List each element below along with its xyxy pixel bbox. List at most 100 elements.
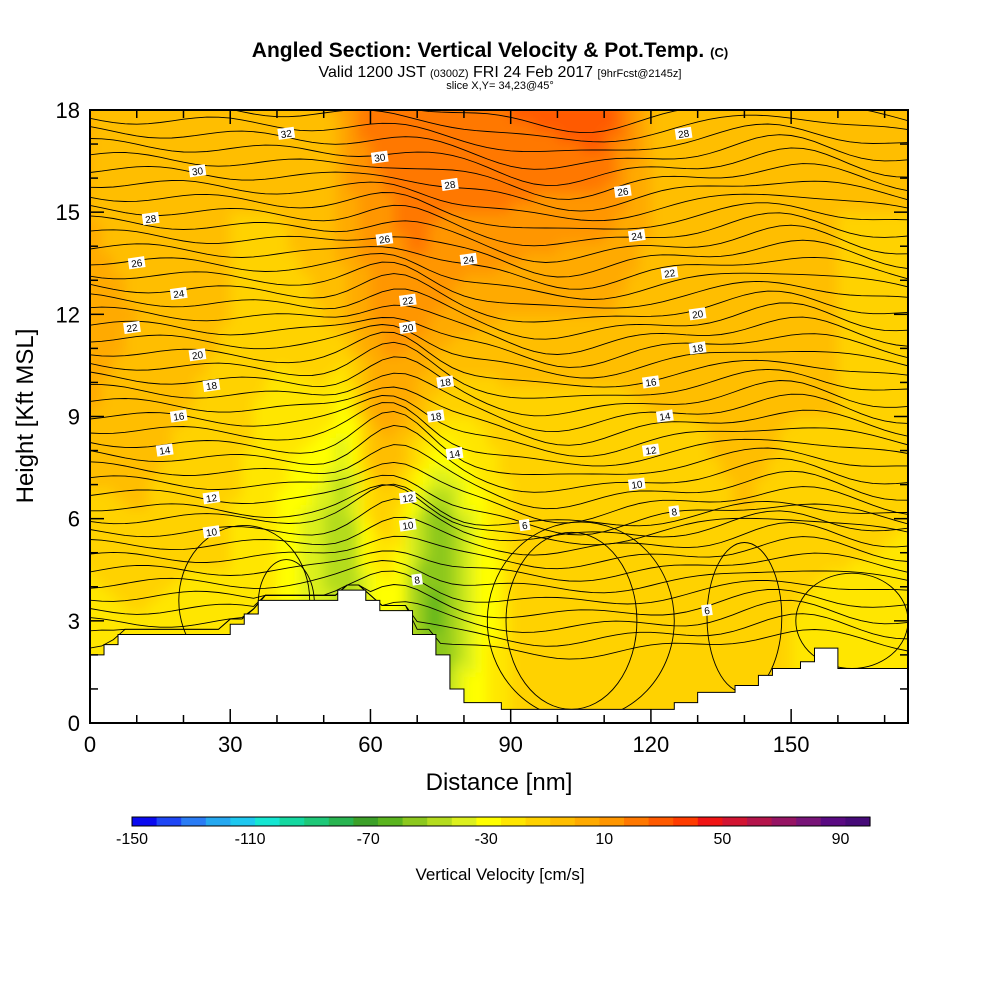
heatmap-cell [510, 549, 524, 561]
heatmap-cell [872, 375, 886, 387]
heatmap-cell [148, 416, 161, 428]
heatmap-cell [417, 467, 430, 479]
heatmap-cell [849, 304, 863, 316]
heatmap-cell [253, 161, 267, 173]
heatmap-cell [569, 110, 582, 122]
heatmap-cell [721, 385, 734, 397]
colorbar-swatch [599, 817, 625, 826]
heatmap-cell [767, 610, 781, 622]
heatmap-cell [592, 579, 605, 591]
heatmap-cell [101, 631, 115, 643]
heatmap-cell [732, 631, 746, 643]
heatmap-cell [183, 539, 196, 551]
heatmap-cell [335, 579, 348, 591]
heatmap-cell [534, 334, 547, 346]
heatmap-cell [756, 477, 769, 489]
heatmap-cell [650, 191, 664, 203]
heatmap-cell [90, 355, 103, 367]
heatmap-cell [510, 201, 524, 213]
colorbar-swatch [550, 817, 576, 826]
heatmap-cell [884, 447, 898, 459]
y-tick-label: 12 [56, 302, 80, 327]
heatmap-cell [393, 355, 407, 367]
heatmap-cell [662, 120, 676, 132]
heatmap-cell [148, 528, 161, 540]
heatmap-cell [802, 171, 816, 183]
heatmap-cell [580, 620, 594, 632]
heatmap-cell [452, 477, 465, 489]
pot-temp-contour-line [90, 304, 908, 355]
x-tick-label: 60 [358, 732, 382, 757]
pot-temp-contour-line [90, 288, 908, 340]
heatmap-cell [499, 273, 512, 285]
heatmap-cell [428, 498, 442, 510]
heatmap-cell [779, 355, 792, 367]
heatmap-cell [230, 140, 243, 152]
heatmap-cell [662, 426, 676, 438]
heatmap-cell [861, 579, 874, 591]
heatmap-cell [709, 426, 722, 438]
heatmap-cell [382, 426, 395, 438]
heatmap-cell [463, 110, 477, 122]
heatmap-cell [312, 130, 325, 142]
heatmap-cell [160, 334, 173, 346]
heatmap-cell [370, 539, 383, 551]
y-axis-title: Height [Kft MSL] [12, 329, 39, 504]
pot-temp-contour-line [90, 243, 908, 290]
heatmap-cell [557, 334, 570, 346]
heatmap-cell [90, 273, 91, 285]
heatmap-cell [90, 559, 91, 571]
heatmap-cell [650, 283, 664, 295]
pot-temp-label-bg [141, 211, 160, 226]
heatmap-cell [253, 150, 267, 162]
heatmap-cell [791, 273, 804, 285]
heatmap-cell [896, 314, 908, 326]
heatmap-cell [732, 283, 746, 295]
heatmap-cell [697, 365, 711, 377]
heatmap-cell [756, 222, 769, 234]
heatmap-cell [849, 232, 863, 244]
heatmap-cell [534, 641, 547, 653]
heatmap-cell [721, 641, 734, 653]
heatmap-cell [557, 631, 570, 643]
heatmap-cell [849, 528, 863, 540]
heatmap-cell [312, 273, 325, 285]
heatmap-cell [826, 171, 839, 183]
heatmap-cell [393, 447, 407, 459]
heatmap-cell [90, 467, 103, 479]
heatmap-cell [615, 447, 629, 459]
heatmap-cell [697, 620, 711, 632]
heatmap-cell [101, 528, 115, 540]
heatmap-cell [756, 723, 768, 734]
heatmap-cell [276, 314, 290, 326]
heatmap-cell [802, 518, 816, 530]
heatmap-cell [195, 467, 208, 479]
heatmap-cell [650, 334, 664, 346]
heatmap-cell [160, 528, 173, 540]
heatmap-cell [604, 324, 617, 336]
pot-temp-label-text: 18 [430, 411, 443, 424]
heatmap-cell [136, 344, 150, 356]
heatmap-cell [627, 457, 641, 469]
heatmap-cell [650, 120, 664, 132]
heatmap-cell [347, 539, 360, 551]
heatmap-cell [545, 569, 559, 581]
heatmap-cell [756, 375, 769, 387]
heatmap-cell [323, 477, 337, 489]
heatmap-cell [90, 549, 103, 561]
heatmap-cell [347, 140, 360, 152]
heatmap-cell [370, 161, 383, 173]
heatmap-cell [767, 559, 781, 571]
heatmap-cell [276, 365, 290, 377]
heatmap-cell [908, 723, 920, 734]
heatmap-cell [732, 385, 746, 397]
heatmap-cell [510, 416, 524, 428]
heatmap-cell [697, 324, 711, 336]
heatmap-cell [849, 457, 863, 469]
heatmap-cell [241, 120, 255, 132]
heatmap-cell [382, 212, 395, 224]
heatmap-cell [697, 488, 711, 500]
heatmap-cell [581, 723, 593, 734]
heatmap-cell [230, 273, 243, 285]
heatmap-cell [218, 457, 232, 469]
